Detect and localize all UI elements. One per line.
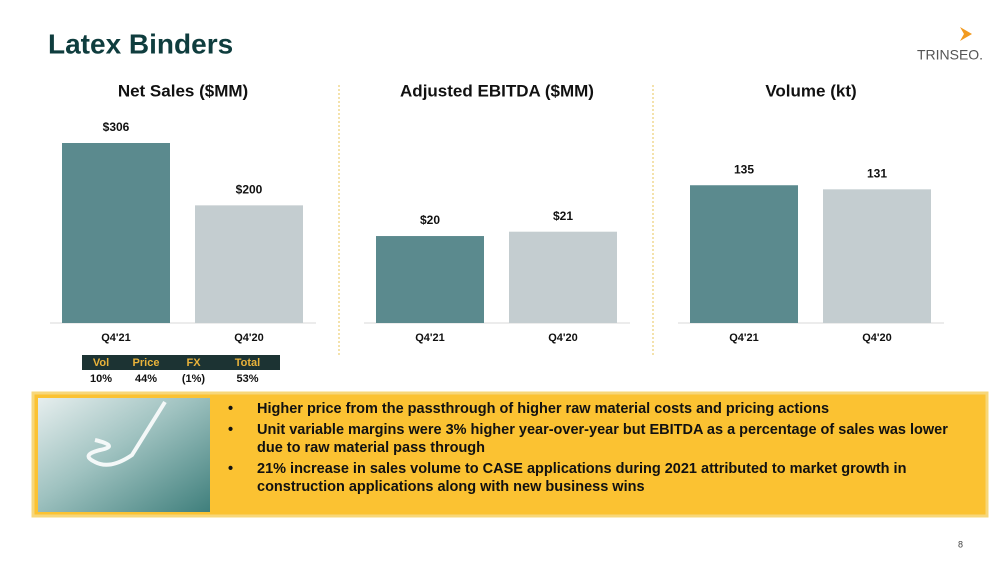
bar [690,185,798,323]
bullet: Higher price from the passthrough of hig… [226,400,976,418]
value-label: 131 [867,166,887,180]
bar [195,205,303,323]
table-header: Price [133,357,160,369]
table-header: Total [235,357,260,369]
bullet-list: Higher price from the passthrough of hig… [226,400,976,499]
bullet: Unit variable margins were 3% higher yea… [226,421,976,457]
category-label: Q4'20 [234,332,264,344]
chart-title: Volume (kt) [765,81,856,100]
table-cell: 44% [135,373,157,385]
category-label: Q4'21 [101,332,131,344]
table-header: FX [186,357,201,369]
bar [376,236,484,323]
value-label: $306 [103,120,130,134]
page-number: 8 [958,539,963,549]
value-label: $20 [420,213,440,227]
category-label: Q4'21 [729,332,759,344]
mini-table: Vol 10% Price 44% FX (1%) Total 53% [82,355,280,385]
bullet: 21% increase in sales volume to CASE app… [226,460,976,496]
table-cell: 10% [90,373,112,385]
photo-detail [86,400,167,467]
chart-title: Net Sales ($MM) [118,81,248,100]
value-label: $21 [553,209,573,223]
logo-mark [960,27,972,41]
photo [38,398,210,512]
category-label: Q4'20 [862,332,892,344]
value-label: $200 [236,183,263,197]
bar [823,189,931,323]
table-header: Vol [93,357,109,369]
chart-title: Adjusted EBITDA ($MM) [400,81,594,100]
table-header-bg [82,355,280,370]
category-label: Q4'21 [415,332,445,344]
bar [509,231,617,323]
table-cell: (1%) [182,373,206,385]
table-cell: 53% [236,373,258,385]
slide-title: Latex Binders [48,28,233,59]
logo: TRINSEO. [917,47,983,63]
value-label: 135 [734,162,754,176]
bar [62,143,170,323]
category-label: Q4'20 [548,332,578,344]
